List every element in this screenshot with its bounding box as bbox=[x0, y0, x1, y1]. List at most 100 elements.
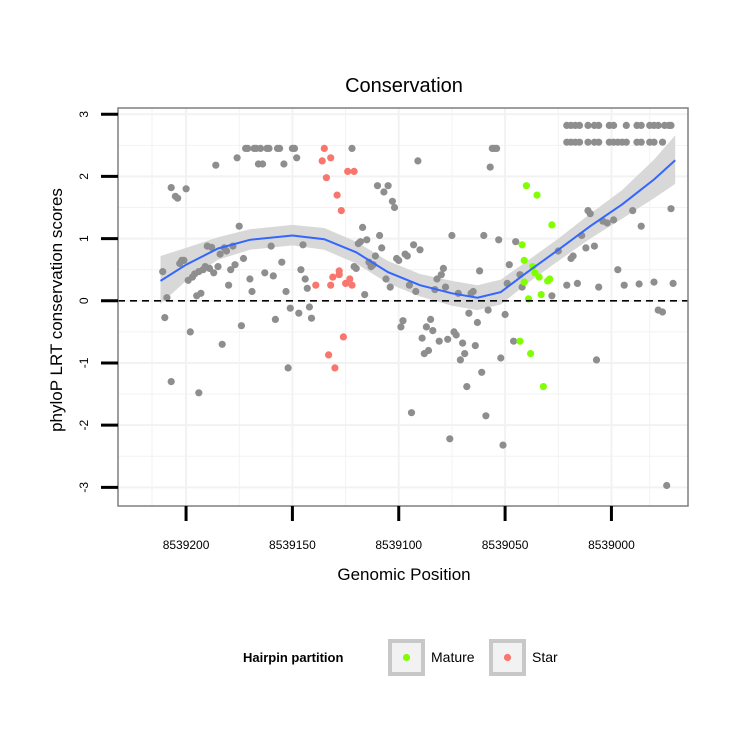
plot-area bbox=[117, 107, 689, 507]
point-other bbox=[603, 219, 611, 227]
point-other bbox=[280, 160, 288, 168]
point-star bbox=[312, 281, 320, 289]
point-other bbox=[610, 216, 618, 224]
point-other bbox=[301, 275, 309, 283]
point-mature bbox=[539, 383, 548, 391]
point-other bbox=[575, 138, 584, 146]
point-other bbox=[548, 292, 556, 300]
point-other bbox=[233, 154, 241, 162]
y-tick-label: 0 bbox=[77, 297, 91, 304]
point-mature bbox=[537, 291, 545, 299]
point-other bbox=[386, 283, 394, 291]
point-mature bbox=[527, 350, 535, 358]
chart-title: Conservation bbox=[345, 75, 463, 97]
point-other bbox=[293, 154, 301, 162]
point-other bbox=[284, 364, 292, 372]
point-other bbox=[282, 287, 290, 296]
point-other bbox=[410, 241, 418, 249]
point-other bbox=[237, 322, 245, 330]
x-tick-label: 8539100 bbox=[375, 538, 422, 552]
point-other bbox=[584, 138, 592, 146]
y-tick-label: -3 bbox=[77, 482, 91, 493]
point-other bbox=[305, 303, 313, 311]
point-other bbox=[637, 138, 645, 146]
point-other bbox=[212, 161, 220, 169]
point-other bbox=[259, 160, 267, 168]
point-other bbox=[637, 222, 645, 230]
point-other bbox=[478, 368, 486, 376]
point-other bbox=[407, 409, 416, 417]
point-other bbox=[208, 243, 216, 251]
x-axis-label: Genomic Position bbox=[337, 565, 470, 584]
point-other bbox=[622, 121, 630, 129]
point-other bbox=[352, 264, 360, 272]
point-other bbox=[261, 269, 269, 277]
point-other bbox=[512, 238, 520, 246]
point-other bbox=[222, 247, 231, 255]
point-other bbox=[371, 252, 379, 260]
point-other bbox=[218, 340, 226, 348]
point-other bbox=[256, 144, 265, 152]
point-other bbox=[595, 283, 603, 291]
point-other bbox=[669, 279, 677, 287]
point-other bbox=[441, 283, 450, 291]
point-other bbox=[667, 121, 675, 129]
point-other bbox=[167, 378, 175, 386]
point-other bbox=[363, 236, 371, 244]
point-other bbox=[159, 268, 167, 276]
point-other bbox=[658, 138, 667, 146]
point-other bbox=[248, 287, 256, 296]
point-other bbox=[382, 275, 390, 283]
point-star bbox=[335, 267, 343, 275]
point-mature bbox=[518, 241, 526, 249]
point-star bbox=[337, 207, 345, 215]
point-other bbox=[509, 337, 518, 345]
point-other bbox=[399, 317, 407, 325]
point-other bbox=[265, 144, 273, 152]
y-tick-label: -2 bbox=[77, 419, 91, 430]
point-other bbox=[446, 435, 454, 443]
point-other bbox=[227, 266, 235, 274]
point-other bbox=[469, 287, 477, 296]
point-other bbox=[161, 314, 169, 322]
y-tick-label: 2 bbox=[77, 173, 91, 180]
point-other bbox=[429, 327, 437, 335]
point-other bbox=[414, 157, 422, 165]
point-other bbox=[180, 256, 188, 264]
point-other bbox=[465, 309, 473, 317]
y-tick-label: 1 bbox=[77, 235, 91, 242]
legend-key-mature bbox=[402, 653, 411, 662]
point-other bbox=[590, 242, 599, 250]
point-other bbox=[244, 144, 252, 152]
x-tick-label: 8539000 bbox=[588, 538, 635, 552]
point-other bbox=[307, 314, 316, 322]
point-other bbox=[216, 250, 224, 258]
point-star bbox=[350, 167, 358, 175]
point-other bbox=[269, 272, 277, 280]
point-star bbox=[322, 174, 330, 182]
point-other bbox=[390, 203, 399, 212]
point-mature bbox=[516, 337, 524, 345]
point-other bbox=[424, 346, 433, 355]
point-other bbox=[378, 244, 386, 252]
legend-label-mature: Mature bbox=[431, 649, 475, 665]
point-other bbox=[635, 280, 643, 288]
point-other bbox=[186, 328, 194, 336]
point-other bbox=[395, 256, 403, 264]
point-other bbox=[667, 205, 675, 213]
point-other bbox=[620, 281, 628, 289]
point-other bbox=[595, 121, 603, 129]
point-other bbox=[267, 242, 275, 250]
legend: Hairpin partition Mature Star bbox=[243, 639, 558, 676]
point-mature bbox=[546, 275, 554, 283]
point-other bbox=[348, 144, 356, 152]
point-other bbox=[476, 267, 484, 275]
point-other bbox=[435, 337, 443, 345]
point-other bbox=[463, 383, 471, 391]
legend-label-star: Star bbox=[532, 649, 558, 665]
point-other bbox=[448, 231, 456, 240]
point-other bbox=[376, 231, 384, 240]
point-other bbox=[427, 315, 435, 323]
point-other bbox=[586, 210, 594, 218]
point-other bbox=[471, 342, 479, 350]
